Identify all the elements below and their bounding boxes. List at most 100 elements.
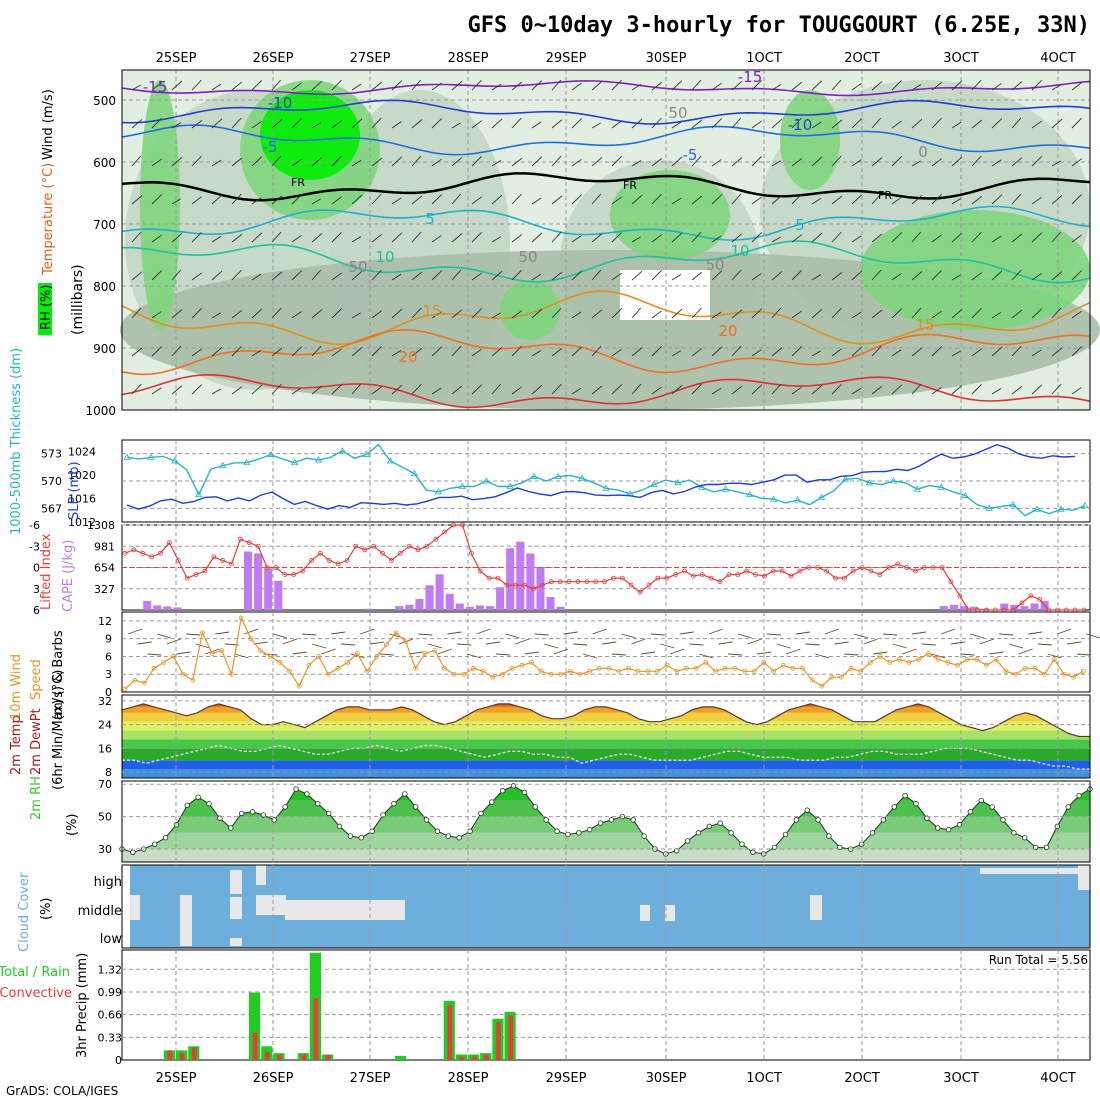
wind-speed-marker xyxy=(867,659,873,665)
cape-bar xyxy=(365,608,374,610)
temp-contour-5 xyxy=(121,240,1091,284)
wind-barb xyxy=(711,270,723,281)
rh2m-marker xyxy=(826,833,832,839)
temp-band-4 xyxy=(122,730,1090,740)
lifted-index-marker xyxy=(904,565,909,570)
wind-barb xyxy=(751,349,762,357)
temp-axis-label-3: (6hr Min/Max) (°C) xyxy=(51,670,66,790)
rh2m-marker xyxy=(162,835,169,841)
wind-barb xyxy=(411,271,423,281)
cape-bar xyxy=(1030,603,1039,610)
precip-total-bar xyxy=(395,1055,407,1060)
wind-barb xyxy=(1051,383,1062,395)
lifted-index-marker xyxy=(193,572,199,577)
wind-barb xyxy=(631,347,643,357)
wind-barb xyxy=(591,385,603,395)
cape-bar xyxy=(395,606,404,610)
wind-barb xyxy=(151,311,162,319)
wind-barb xyxy=(1071,234,1082,243)
wind-barb xyxy=(691,348,703,357)
wind-barb xyxy=(371,193,382,205)
wind-speed-marker xyxy=(509,665,515,671)
cape-bar xyxy=(506,548,515,610)
wind-speed-marker xyxy=(500,671,505,677)
wind-barb xyxy=(411,79,422,91)
lifted-index-marker xyxy=(717,579,723,585)
wind-speed-marker xyxy=(335,665,341,671)
wind-barb xyxy=(971,348,983,357)
lifted-index-marker xyxy=(833,575,838,581)
lifted-index-marker xyxy=(655,575,661,581)
wind-barb xyxy=(391,156,403,167)
precip-convective-bar xyxy=(301,1054,307,1060)
wind-speed-marker xyxy=(190,677,196,683)
wind-barb xyxy=(471,120,483,129)
wind-barb xyxy=(311,80,323,91)
wind-barb xyxy=(151,194,163,205)
wind-barb xyxy=(411,119,423,129)
wind-barb xyxy=(291,234,302,243)
wind-barb xyxy=(611,653,627,656)
wind-barb xyxy=(631,194,643,205)
wind-speed-marker xyxy=(916,657,922,662)
cape-bar xyxy=(1000,603,1009,610)
bottom-date-3OCT: 3OCT xyxy=(943,1071,979,1086)
wind-barb xyxy=(573,643,588,646)
wind-barb xyxy=(231,233,243,243)
lifted-index-marker xyxy=(167,540,172,546)
precip-total-bar xyxy=(249,992,261,1060)
wind-speed-marker xyxy=(548,671,554,677)
run-total: Run Total = 5.56 xyxy=(989,953,1088,967)
wind-barb xyxy=(340,643,355,646)
wind-barb xyxy=(979,638,994,645)
bottom-date-29SEP: 29SEP xyxy=(546,1071,587,1086)
wind-speed-marker xyxy=(383,642,389,647)
thickness-marker xyxy=(195,490,203,498)
rh-shade-10 xyxy=(860,210,1090,330)
rh2m-marker xyxy=(521,789,528,796)
wind-speed-marker xyxy=(1080,668,1086,674)
wind-barb xyxy=(271,271,283,281)
wind-barb xyxy=(611,384,623,395)
wind-tick-9: 9 xyxy=(105,633,112,646)
temp-contour-6 xyxy=(121,290,1091,346)
lifted-index-marker xyxy=(362,547,368,553)
thickness-marker xyxy=(147,453,155,460)
wind-barb xyxy=(911,84,922,91)
wind-barb xyxy=(791,269,802,281)
wind-speed-marker xyxy=(732,665,738,671)
wind-barb xyxy=(271,383,282,395)
wind-barb xyxy=(531,384,543,395)
lifted-index-marker xyxy=(548,579,554,585)
wind-speed-marker xyxy=(664,662,670,668)
wind-barb xyxy=(871,233,883,243)
wind-barb xyxy=(251,384,263,395)
wind-barb xyxy=(698,653,714,659)
wind-barb xyxy=(371,386,382,395)
cape-bar xyxy=(455,603,464,610)
thickness-axis-label: 1000-500mb Thickness (dm) xyxy=(9,348,24,535)
wind-barb xyxy=(651,310,662,319)
wind-speed-marker xyxy=(480,668,486,674)
wind-barb xyxy=(811,384,823,395)
wind-barb xyxy=(1018,648,1033,655)
wind-barb xyxy=(811,197,822,205)
contour-label: 5 xyxy=(795,216,805,234)
wind-barb xyxy=(931,81,943,91)
wind-barb xyxy=(171,156,183,167)
wind-barb xyxy=(231,345,242,357)
wind-barb xyxy=(391,350,402,357)
rh2m-marker xyxy=(554,828,560,834)
wind-barb xyxy=(711,82,722,91)
rh-shade-4 xyxy=(120,250,1100,410)
wind-barb xyxy=(1051,307,1062,319)
rh2m-marker xyxy=(1011,830,1017,836)
wind-barb xyxy=(451,193,462,205)
contour-label: 50 xyxy=(668,104,687,122)
rh2m-marker xyxy=(195,794,201,800)
cape-bar xyxy=(516,541,525,610)
wind-barb xyxy=(1086,633,1100,639)
cloud-clear-7 xyxy=(256,895,286,915)
precip-convective-bar xyxy=(252,1032,258,1060)
wind-barb xyxy=(486,641,501,645)
